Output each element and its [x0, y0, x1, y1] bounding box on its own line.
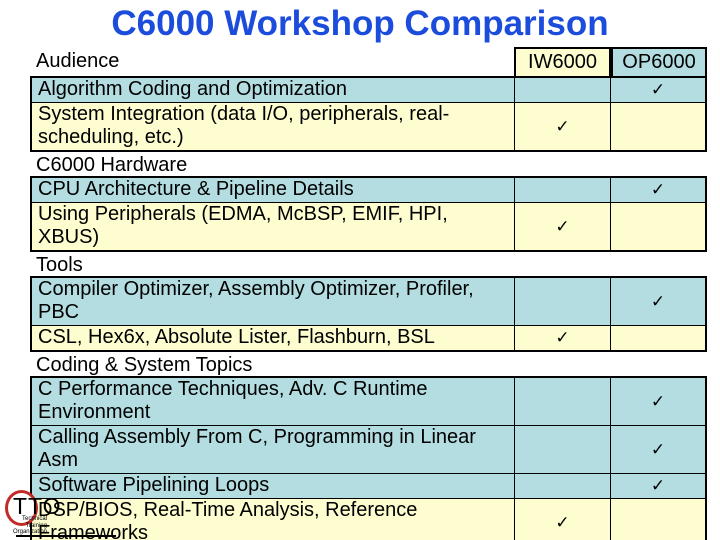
table-row: CPU Architecture & Pipeline Details ✓ [32, 178, 705, 202]
row-label: DSP/BIOS, Real-Time Analysis, Reference … [38, 499, 418, 540]
iw6000-check-cell [514, 278, 610, 325]
comparison-table: Audience IW6000 OP6000 Algorithm Coding … [30, 47, 707, 540]
row-label: CPU Architecture & Pipeline Details [38, 178, 354, 200]
op6000-check-cell [610, 326, 705, 350]
section-header: C6000 Hardware [30, 152, 707, 176]
table-row: DSP/BIOS, Real-Time Analysis, Reference … [32, 498, 705, 540]
row-label: System Integration (data I/O, peripheral… [38, 103, 450, 148]
page-title: C6000 Workshop Comparison [111, 4, 609, 43]
table-row: Software Pipelining Loops ✓ [32, 473, 705, 498]
row-label: Software Pipelining Loops [38, 474, 270, 496]
row-label: Algorithm Coding and Optimization [38, 78, 348, 100]
iw6000-check-cell [514, 474, 610, 498]
iw6000-check-cell [514, 426, 610, 473]
iw6000-check-cell [514, 178, 610, 202]
op6000-checkmark: ✓ [610, 378, 705, 425]
table-segment: Compiler Optimizer, Assembly Optimizer, … [30, 276, 707, 352]
iw6000-checkmark: ✓ [514, 103, 610, 150]
section-header: Coding & System Topics [30, 352, 707, 376]
table-row: Algorithm Coding and Optimization ✓ [32, 78, 705, 102]
tto-org-line: Training [25, 522, 47, 529]
row-label: Using Peripherals (EDMA, McBSP, EMIF, HP… [38, 203, 448, 248]
table-row: Calling Assembly From C, Programming in … [32, 425, 705, 473]
table-segment: CPU Architecture & Pipeline Details ✓ Usin… [30, 176, 707, 252]
tto-org-line: Organization [12, 529, 47, 535]
op6000-check-cell [610, 203, 705, 250]
row-label: CSL, Hex6x, Absolute Lister, Flashburn, … [38, 326, 435, 348]
row-label: Calling Assembly From C, Programming in … [38, 426, 476, 471]
iw6000-checkmark: ✓ [514, 326, 610, 350]
row-label: Compiler Optimizer, Assembly Optimizer, … [38, 278, 474, 323]
op6000-checkmark: ✓ [610, 78, 705, 102]
table-segment: C Performance Techniques, Adv. C Runtime… [30, 376, 707, 540]
op6000-checkmark: ✓ [610, 426, 705, 473]
tto-logo-ring [5, 490, 38, 526]
iw6000-checkmark: ✓ [514, 203, 610, 250]
iw6000-checkmark: ✓ [514, 499, 610, 540]
op6000-checkmark: ✓ [610, 278, 705, 325]
tto-logo-text: TTO [13, 493, 62, 519]
table-row: System Integration (data I/O, peripheral… [32, 102, 705, 150]
column-header-iw6000: IW6000 [514, 47, 611, 76]
row-label: C Performance Techniques, Adv. C Runtime… [38, 378, 428, 423]
table-header-row: Audience IW6000 OP6000 [30, 47, 707, 76]
op6000-check-cell [610, 499, 705, 540]
table-row: CSL, Hex6x, Absolute Lister, Flashburn, … [32, 325, 705, 350]
tto-org-line: Technical [21, 516, 47, 522]
table-row: Using Peripherals (EDMA, McBSP, EMIF, HP… [32, 202, 705, 250]
section-header: Tools [30, 252, 707, 276]
table-body: Algorithm Coding and Optimization ✓ System… [30, 76, 707, 540]
op6000-check-cell [610, 103, 705, 150]
op6000-checkmark: ✓ [610, 178, 705, 202]
iw6000-check-cell [514, 378, 610, 425]
iw6000-check-cell [514, 78, 610, 102]
column-header-audience: Audience [30, 47, 514, 76]
tto-logo-org-text: Technical Training Organization [0, 516, 47, 536]
table-row: Compiler Optimizer, Assembly Optimizer, … [32, 278, 705, 325]
op6000-checkmark: ✓ [610, 474, 705, 498]
tto-logo-underline [16, 535, 116, 537]
table-row: C Performance Techniques, Adv. C Runtime… [32, 378, 705, 425]
table-segment: Algorithm Coding and Optimization ✓ System… [30, 76, 707, 152]
column-header-op6000: OP6000 [611, 47, 707, 76]
